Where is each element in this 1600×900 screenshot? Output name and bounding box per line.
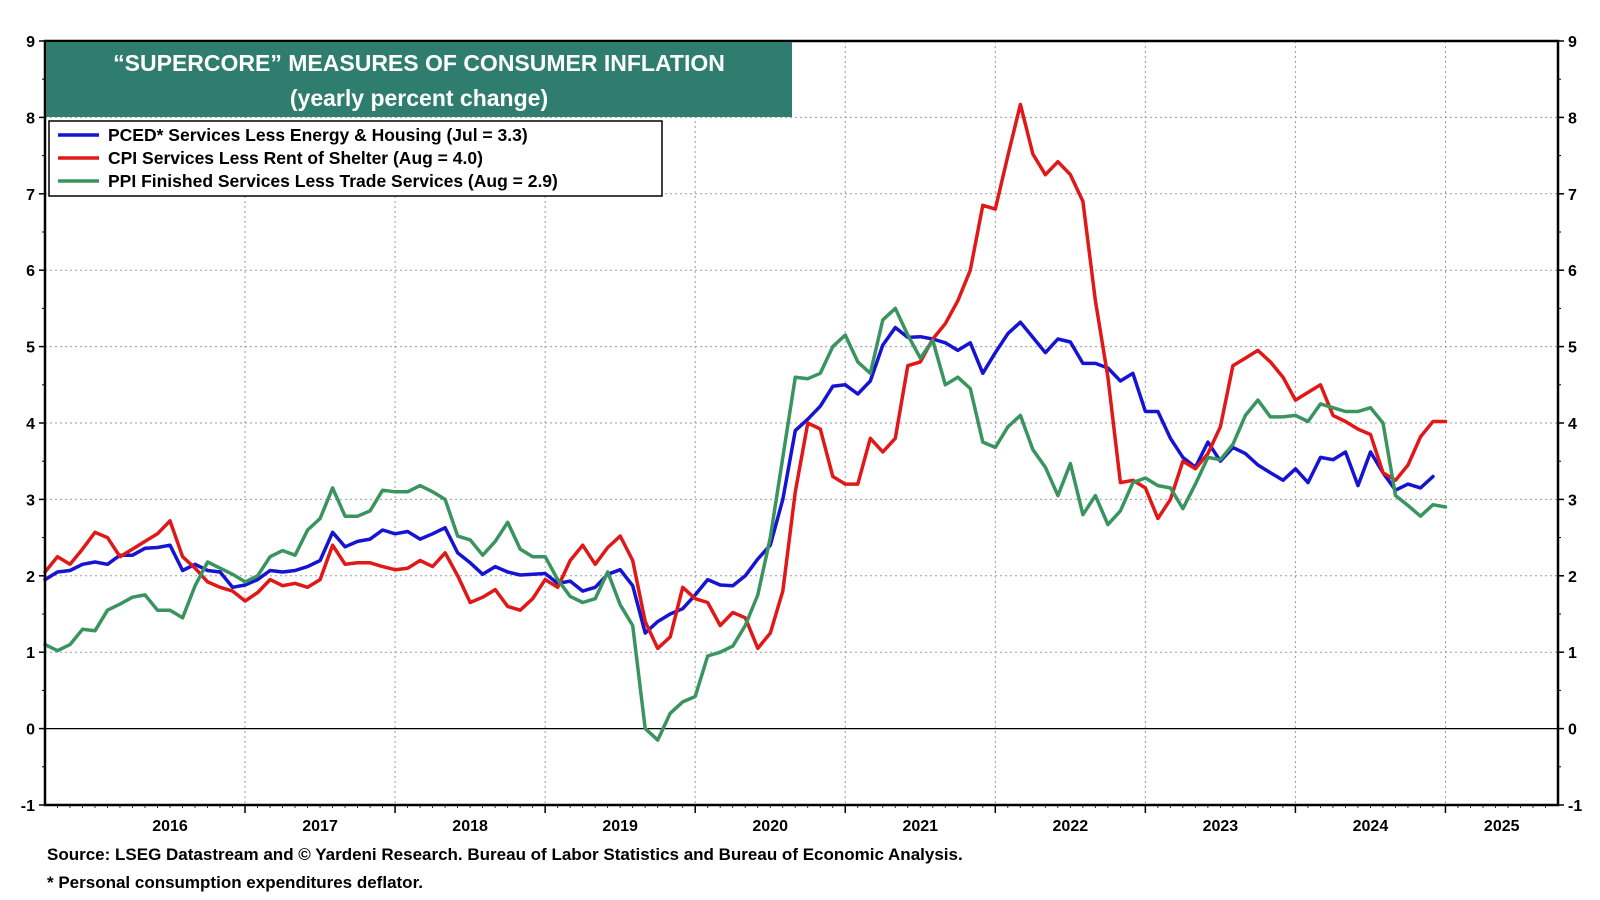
y-tick-label-left: 3 [26,492,35,509]
series-line-cpi [43,102,1448,651]
title-background [46,42,792,117]
y-tick-label-left: 9 [26,34,35,51]
y-tick-label-right: 5 [1568,340,1577,357]
y-tick-label-left: 4 [26,416,35,433]
title-box: “SUPERCORE” MEASURES OF CONSUMER INFLATI… [46,42,792,117]
x-tick-label: 2025 [1484,818,1520,835]
footnote: * Personal consumption expenditures defl… [47,873,423,892]
y-tick-label-right: 8 [1568,110,1577,127]
x-tick-label: 2018 [452,818,488,835]
axis-ticks [39,40,1564,813]
legend-label-pced: PCED* Services Less Energy & Housing (Ju… [108,125,528,145]
y-tick-label-left: -1 [21,798,35,815]
series-line-pced [43,320,1435,635]
legend: PCED* Services Less Energy & Housing (Ju… [48,120,663,197]
y-axis-right: -1 0 1 2 3 4 5 6 7 8 9 [1568,34,1582,815]
y-tick-label-right: 0 [1568,722,1577,739]
y-tick-label-right: 9 [1568,34,1577,51]
y-tick-label-right: -1 [1568,798,1582,815]
x-tick-label: 2019 [602,818,638,835]
x-tick-label: 2023 [1203,818,1239,835]
x-tick-label: 2021 [902,818,938,835]
legend-label-cpi: CPI Services Less Rent of Shelter (Aug =… [108,148,483,168]
y-tick-label-left: 7 [26,187,35,204]
y-tick-label-left: 5 [26,340,35,357]
legend-box [48,120,663,197]
x-tick-label: 2022 [1053,818,1089,835]
y-tick-label-left: 0 [26,722,35,739]
y-tick-label-right: 3 [1568,492,1577,509]
y-tick-label-left: 8 [26,110,35,127]
x-tick-label: 2016 [152,818,188,835]
series-lines [43,102,1448,742]
y-tick-label-left: 6 [26,263,35,280]
legend-label-ppi: PPI Finished Services Less Trade Service… [108,171,558,191]
x-tick-label: 2017 [302,818,338,835]
chart-title: “SUPERCORE” MEASURES OF CONSUMER INFLATI… [113,50,725,76]
y-tick-label-right: 6 [1568,263,1577,280]
source-note: Source: LSEG Datastream and © Yardeni Re… [47,845,963,864]
y-tick-label-right: 1 [1568,645,1577,662]
series-line-ppi [43,306,1448,742]
y-tick-label-right: 2 [1568,569,1577,586]
y-tick-label-left: 1 [26,645,35,662]
chart-subtitle: (yearly percent change) [290,85,548,111]
y-axis-left: -1 0 1 2 3 4 5 6 7 8 9 [21,34,35,815]
x-tick-label: 2024 [1353,818,1389,835]
y-tick-label-right: 4 [1568,416,1577,433]
x-tick-label: 2020 [752,818,788,835]
x-axis: 2016 2017 2018 2019 2020 2021 2022 2023 2024 2025 [152,818,1519,835]
y-tick-label-left: 2 [26,569,35,586]
y-tick-label-right: 7 [1568,187,1577,204]
